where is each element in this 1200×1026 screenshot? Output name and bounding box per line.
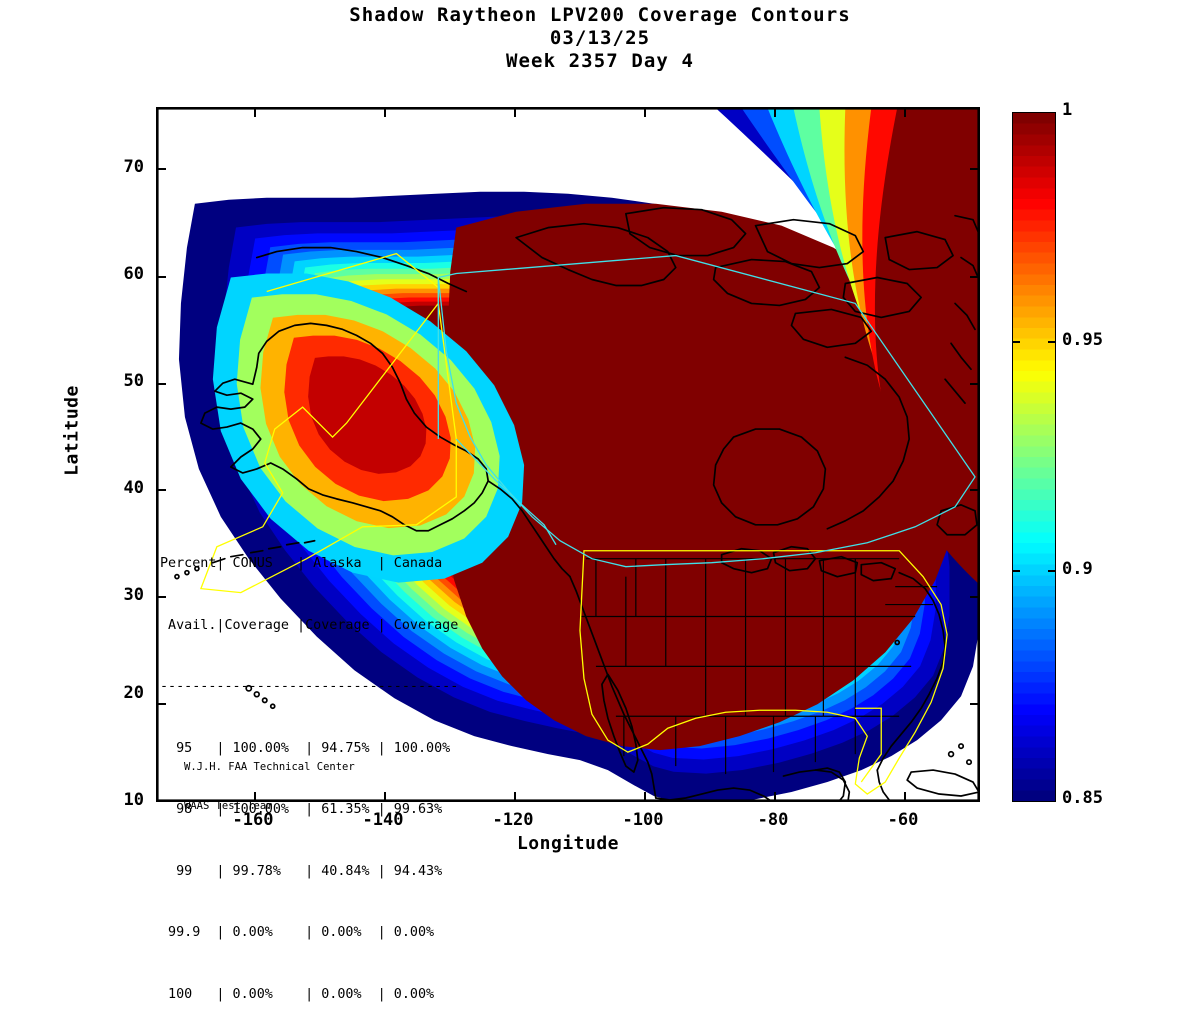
- title-line-1: Shadow Raytheon LPV200 Coverage Contours: [349, 4, 851, 26]
- xtick-label--120: -120: [492, 810, 534, 830]
- colorbar-tick-mark: [1048, 570, 1056, 572]
- colorbar-label-085: 0.85: [1062, 788, 1103, 808]
- xtick-mark: [254, 108, 256, 117]
- ytick-mark: [157, 703, 166, 705]
- ytick-mark: [970, 383, 979, 385]
- ytick-mark: [970, 703, 979, 705]
- y-axis-label: Latitude: [61, 385, 83, 476]
- xtick-label--80: -80: [757, 810, 789, 830]
- xtick-mark: [384, 792, 386, 801]
- xtick-mark: [514, 108, 516, 117]
- xtick-mark: [644, 108, 646, 117]
- colorbar-tick-mark: [1012, 570, 1020, 572]
- ytick-label-30: 30: [123, 585, 144, 605]
- ytick-mark: [970, 596, 979, 598]
- ytick-mark: [157, 383, 166, 385]
- credit-line-1: W.J.H. FAA Technical Center: [184, 761, 355, 773]
- table-row: 99 | 99.78% | 40.84% | 94.43%: [160, 863, 443, 879]
- coastline-overlay: [174, 206, 979, 801]
- ytick-mark: [157, 168, 166, 170]
- xtick-mark: [254, 792, 256, 801]
- ytick-mark: [970, 276, 979, 278]
- stats-header-row-1: Percent| CONUS | Alaska | Canada: [160, 556, 443, 571]
- ytick-label-20: 20: [123, 683, 144, 703]
- ytick-label-60: 60: [123, 264, 144, 284]
- colorbar-container: [1012, 112, 1056, 802]
- xtick-mark: [774, 108, 776, 117]
- ytick-label-50: 50: [123, 371, 144, 391]
- colorbar-label-095: 0.95: [1062, 330, 1103, 350]
- xtick-label--160: -160: [232, 810, 274, 830]
- ytick-mark: [157, 489, 166, 491]
- colorbar-gradient: [1012, 112, 1056, 802]
- xtick-mark: [904, 108, 906, 117]
- table-row: 100 | 0.00% | 0.00% | 0.00%: [160, 986, 435, 1002]
- ytick-label-70: 70: [123, 157, 144, 177]
- x-axis-label: Longitude: [516, 833, 620, 854]
- service-volume-cyan-overlay: [437, 254, 976, 568]
- xtick-mark: [774, 792, 776, 801]
- chart-title-block: Shadow Raytheon LPV200 Coverage Contours…: [0, 4, 1200, 73]
- ytick-mark: [157, 276, 166, 278]
- table-row: 99.9 | 0.00% | 0.00% | 0.00%: [160, 925, 435, 940]
- colorbar-label-09: 0.9: [1062, 559, 1093, 579]
- stats-separator: -------------------------------------: [160, 679, 459, 694]
- table-row: 98 | 100.00% | 61.35% | 99.63%: [160, 802, 443, 817]
- colorbar-tick-mark: [1048, 341, 1056, 343]
- coverage-map-plot-area: [156, 107, 980, 802]
- xtick-mark: [644, 792, 646, 801]
- xtick-label--60: -60: [887, 810, 919, 830]
- contour-core-1.0: [442, 203, 962, 751]
- stats-header-row-2: Avail.|Coverage |Coverage | Coverage: [160, 617, 459, 633]
- ytick-label-10: 10: [123, 790, 144, 810]
- xtick-label--140: -140: [362, 810, 404, 830]
- credit-block: W.J.H. FAA Technical Center WAAS Test Te…: [184, 735, 355, 826]
- title-line-3: Week 2357 Day 4: [505, 50, 695, 72]
- ytick-label-40: 40: [123, 478, 144, 498]
- xtick-mark: [384, 108, 386, 117]
- colorbar-label-1: 1: [1062, 100, 1073, 120]
- ytick-mark: [970, 489, 979, 491]
- xtick-label--100: -100: [622, 810, 664, 830]
- plot-border: [157, 108, 979, 801]
- ytick-mark: [970, 168, 979, 170]
- ytick-mark: [157, 596, 166, 598]
- colorbar-tick-mark: [1012, 341, 1020, 343]
- table-row: 95 | 100.00% | 94.75% | 100.00%: [160, 740, 451, 756]
- arctic-contour-band-1: [837, 108, 979, 585]
- credit-line-2: WAAS Test Team: [184, 800, 273, 812]
- xtick-mark: [514, 792, 516, 801]
- service-volume-yellow-overlay: [199, 252, 948, 795]
- title-line-2: 03/13/25: [549, 27, 651, 49]
- coverage-contour-svg: [157, 108, 979, 801]
- xtick-mark: [904, 792, 906, 801]
- alaska-contour-band-0.99: [308, 356, 427, 474]
